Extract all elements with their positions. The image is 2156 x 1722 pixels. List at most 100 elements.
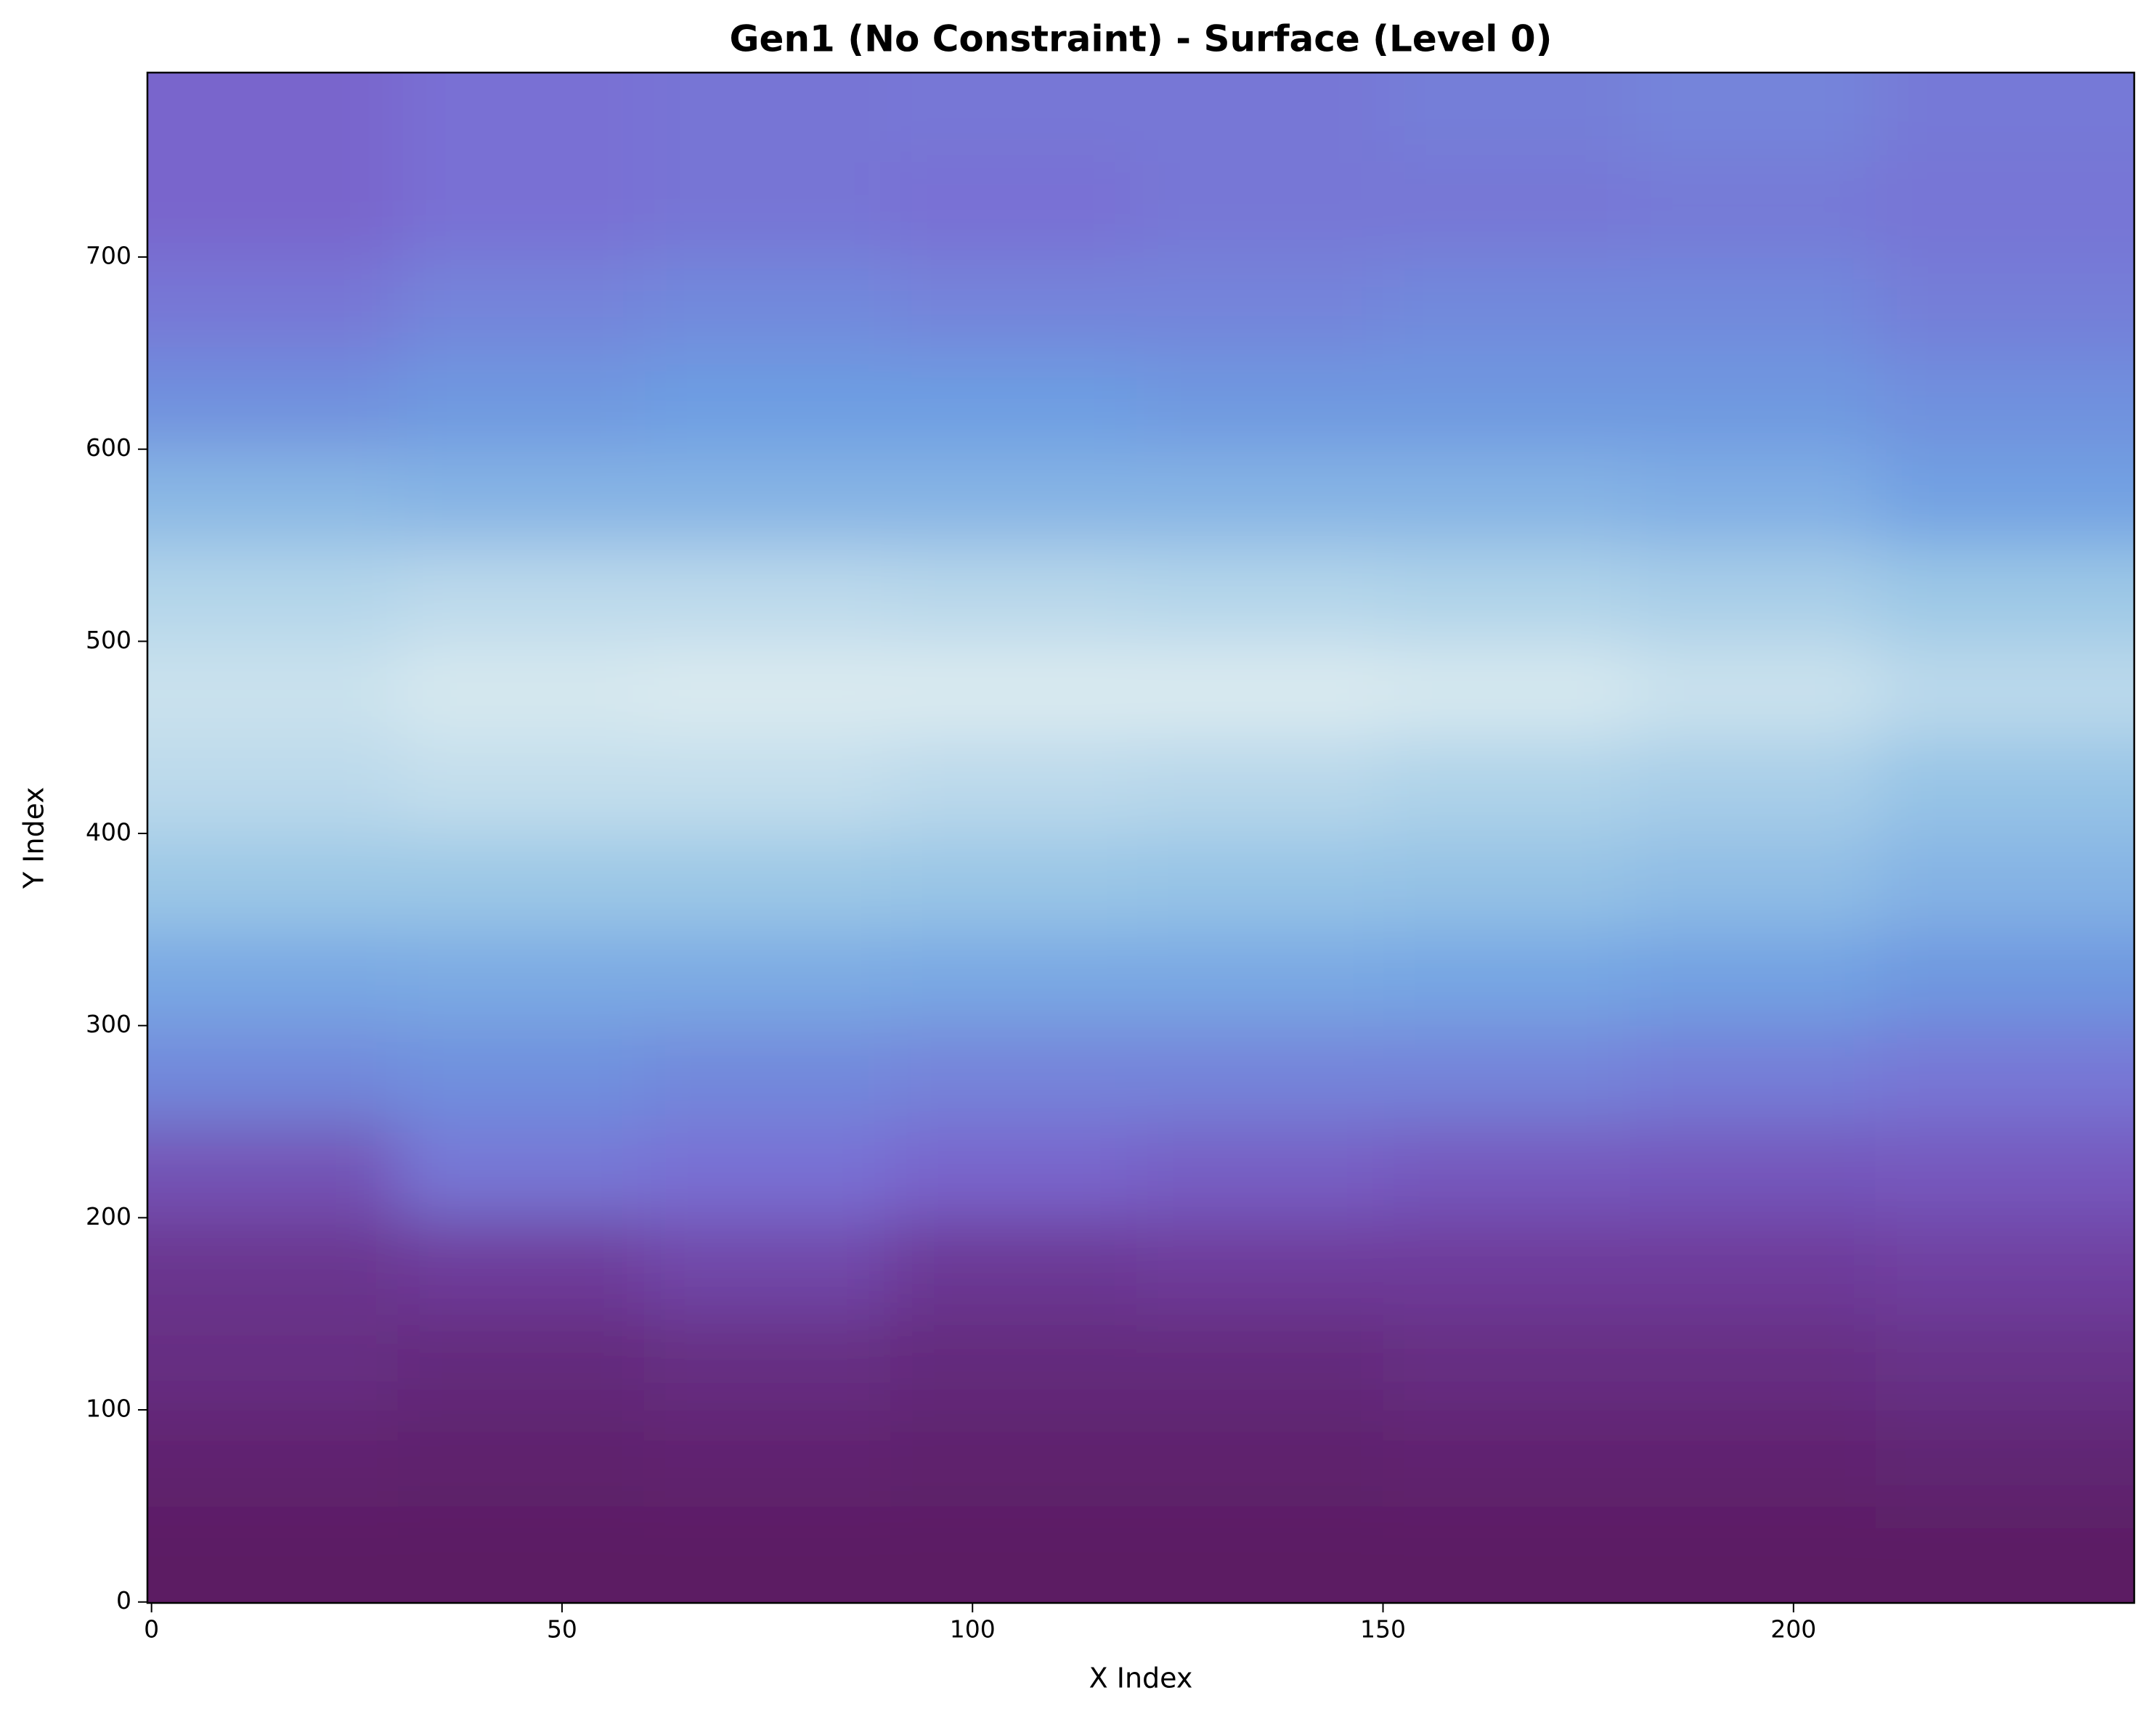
heatmap-cell [147,257,399,354]
heatmap-cell [1875,833,2134,931]
heatmap-cell [397,545,645,642]
heatmap-cell [1136,353,1384,450]
heatmap-cell [397,929,645,1027]
heatmap-cell [890,1313,1138,1411]
y-tick-label: 100 [86,1395,131,1423]
heatmap-cell [1875,73,2134,162]
heatmap-cell [1383,929,1630,1027]
heatmap-cell [1383,353,1630,450]
heatmap-cell [1136,1410,1384,1507]
heatmap-cell [397,1122,645,1219]
heatmap-cell [1383,1506,1630,1603]
heatmap-cell [1629,833,1876,931]
x-axis-label: X Index [1089,1662,1193,1694]
y-tick-label: 200 [86,1202,131,1231]
heatmap-cell [644,1025,892,1123]
heatmap-cell [147,1313,399,1411]
heatmap-cell [1875,449,2134,547]
heatmap-cell [644,929,892,1027]
heatmap-cell [890,929,1138,1027]
heatmap-cell [1629,545,1876,642]
heatmap-cell [397,737,645,835]
heatmap-cell [397,833,645,931]
y-tick-label: 400 [86,818,131,846]
heatmap-cell [397,1410,645,1507]
heatmap-cell [1629,1217,1876,1315]
heatmap-cell [147,641,399,738]
heatmap-cell [1136,833,1384,931]
heatmap-cell [397,1313,645,1411]
heatmap-cell [147,1410,399,1507]
heatmap-cell [1383,160,1630,258]
heatmap-cell [397,1025,645,1123]
heatmap-cell [1383,1410,1630,1507]
heatmap-cell [1875,1025,2134,1123]
heatmap-cell [890,1122,1138,1219]
heatmap-cell [1629,1506,1876,1603]
heatmap-cell [644,833,892,931]
y-tick-label: 500 [86,626,131,654]
x-tick-label: 150 [1360,1615,1406,1644]
heatmap-cell [147,737,399,835]
heatmap-cell [890,353,1138,450]
heatmap-cell [397,449,645,547]
heatmap-cell [890,1217,1138,1315]
heatmap-cell [1875,1122,2134,1219]
heatmap-cell [1136,257,1384,354]
heatmap-cell [1136,160,1384,258]
y-tick-label: 0 [116,1586,131,1615]
heatmap-cell [147,1506,399,1603]
heatmap-cell [890,641,1138,738]
x-tick-label: 200 [1770,1615,1816,1644]
heatmap-cell [1136,1122,1384,1219]
heatmap-cell [1136,449,1384,547]
heatmap-cell [1383,1122,1630,1219]
heatmap-cell [890,1025,1138,1123]
heatmap-cell [890,833,1138,931]
heatmap-cell [1629,1025,1876,1123]
y-tick-label: 600 [86,433,131,462]
heatmap-cell [1875,1506,2134,1603]
heatmap-cell [1875,257,2134,354]
heatmap-cell [1629,737,1876,835]
heatmap-cell [1875,737,2134,835]
heatmap-cell [1383,737,1630,835]
heatmap-cell [644,160,892,258]
heatmap-cell [147,1025,399,1123]
heatmap-cell [147,353,399,450]
y-axis-label: Y Index [18,787,50,889]
heatmap-cell [147,545,399,642]
heatmap-cell [147,160,399,258]
heatmap-cell [890,1410,1138,1507]
heatmap-cell [1629,160,1876,258]
heatmap-cell [147,73,399,162]
heatmap-cell [1629,449,1876,547]
heatmap-cell [1875,160,2134,258]
heatmap-cell [644,1122,892,1219]
heatmap-cell [1875,929,2134,1027]
heatmap-cell [644,449,892,547]
heatmap-cell [890,160,1138,258]
heatmap-cell [1383,257,1630,354]
chart-title: Gen1 (No Constraint) - Surface (Level 0) [730,18,1553,60]
heatmap-cell [1136,929,1384,1027]
heatmap-cell [644,545,892,642]
heatmap-cell [890,449,1138,547]
heatmap-cell [1136,1217,1384,1315]
heatmap-cell [147,929,399,1027]
heatmap-cell [1136,737,1384,835]
heatmap-cell [397,160,645,258]
heatmap-cell [644,73,892,162]
heatmap-cell [1136,1313,1384,1411]
heatmap-cell [1383,833,1630,931]
heatmap-cell [1136,1025,1384,1123]
y-tick-label: 700 [86,242,131,270]
heatmap-cell [1875,353,2134,450]
heatmap-cell [1629,1122,1876,1219]
heatmap-cell [1629,929,1876,1027]
heatmap-cell [147,1122,399,1219]
heatmap-cell [1383,641,1630,738]
heatmap-cell [1875,1217,2134,1315]
heatmap-cell [147,449,399,547]
